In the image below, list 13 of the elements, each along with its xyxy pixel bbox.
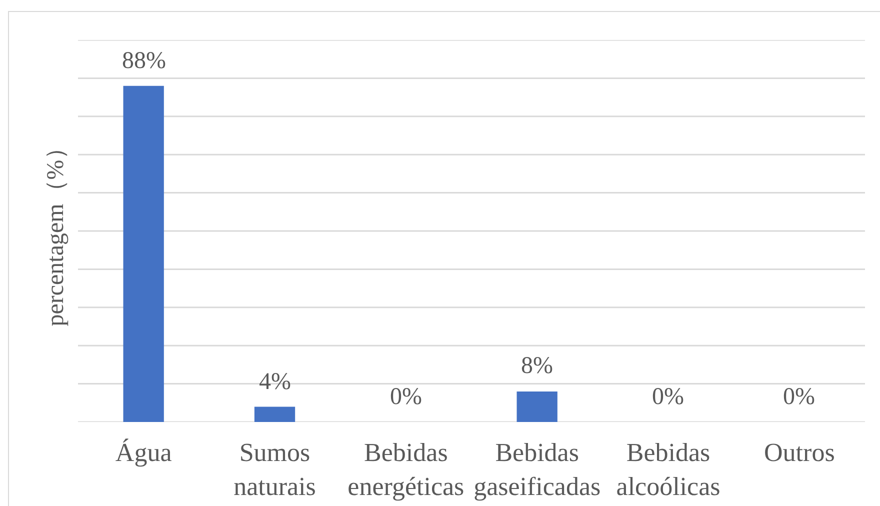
data-label: 8% xyxy=(521,353,553,379)
x-tick-label: Bebidas alcoólicas xyxy=(616,438,720,501)
x-tick-label: Sumos naturais xyxy=(234,438,316,501)
y-axis-title: percentagem（%） xyxy=(43,136,70,326)
x-tick-label: Água xyxy=(115,438,172,467)
x-tick-label: Bebidas energéticas xyxy=(348,438,464,501)
data-label: 88% xyxy=(122,48,166,74)
x-tick-label: Bebidas gaseificadas xyxy=(474,438,601,501)
data-label: 0% xyxy=(652,384,684,410)
data-label: 0% xyxy=(783,384,815,410)
data-label: 0% xyxy=(390,384,422,410)
data-label: 4% xyxy=(259,369,291,395)
x-tick-label: Outros xyxy=(764,438,835,467)
